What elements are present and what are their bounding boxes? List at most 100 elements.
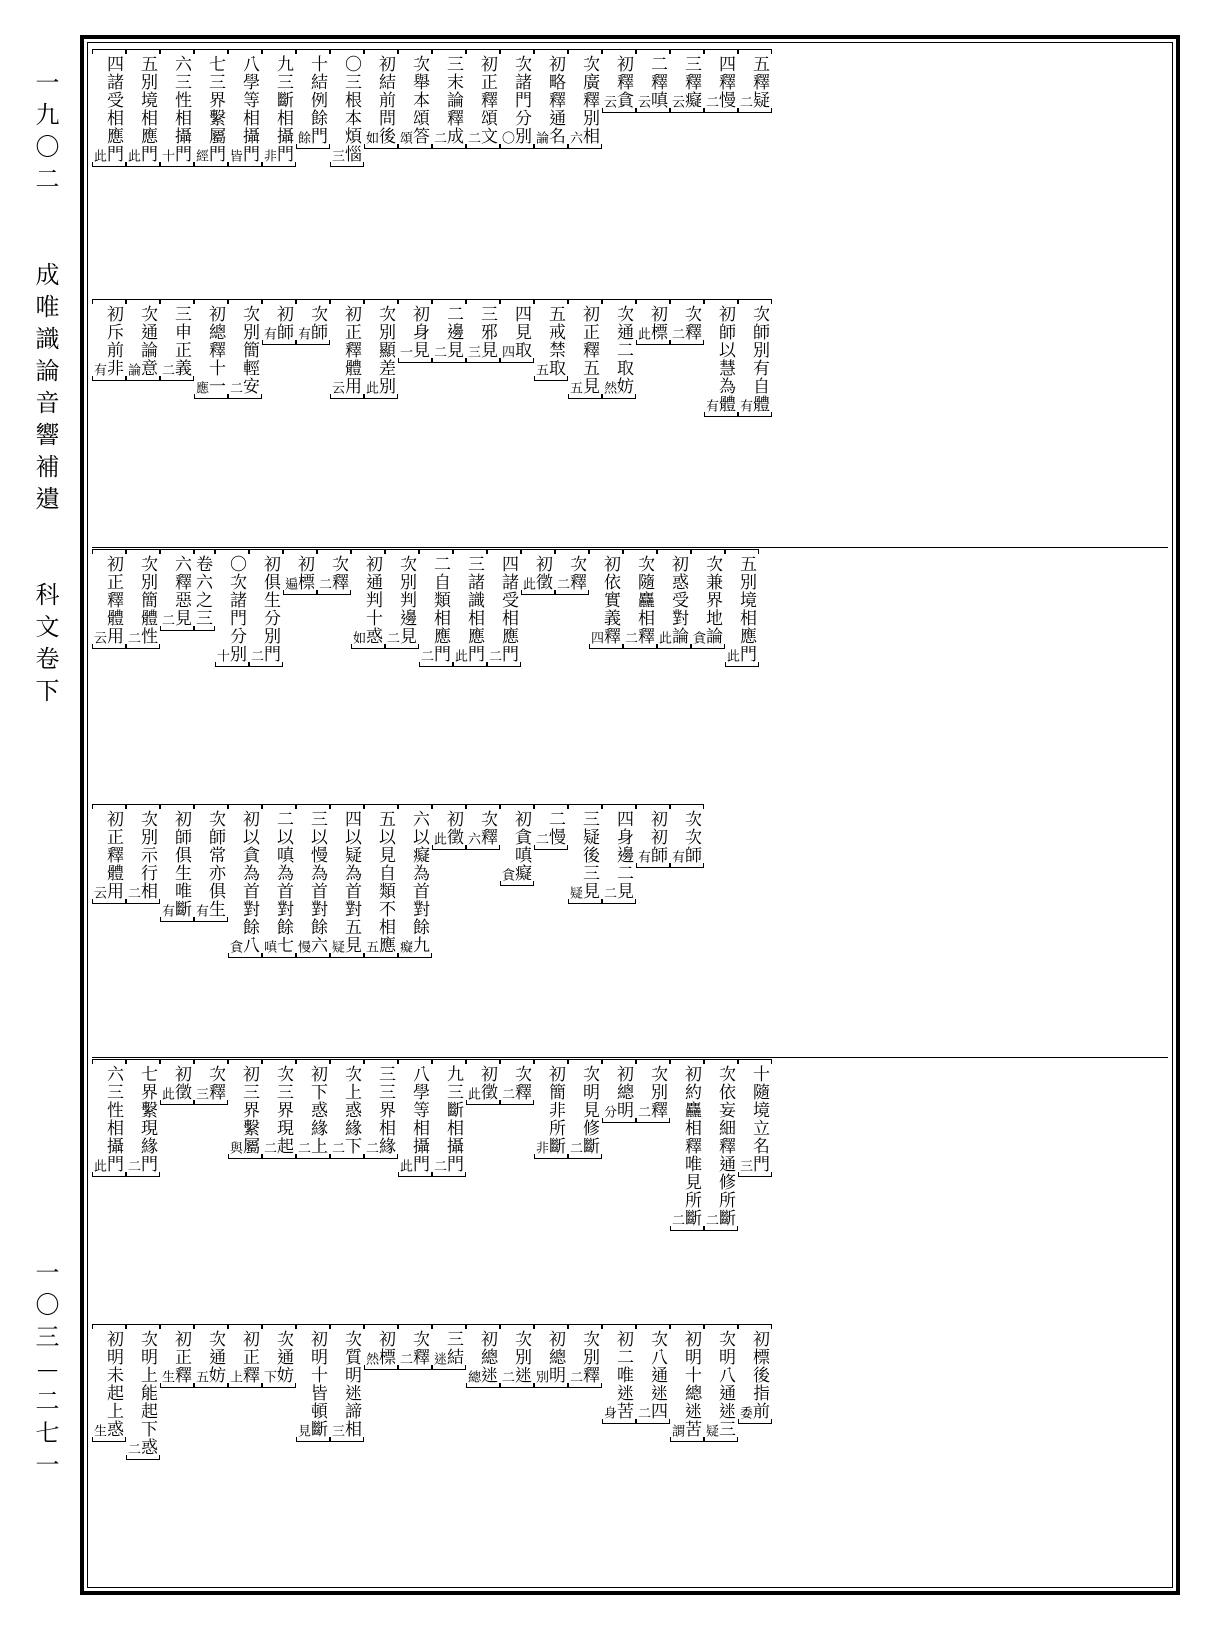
- entry-note: 二: [604, 814, 617, 900]
- entry-note: 二: [366, 1069, 379, 1155]
- main-frame: 四諸受相應門此五別境相應門此六三性相攝門十七三界繫屬門經八學等相攝門皆九三斷相攝…: [80, 35, 1180, 1595]
- entry-note: 二: [502, 1334, 515, 1384]
- tree-entry: 初標此: [636, 297, 670, 345]
- entry-note: 慢: [298, 814, 311, 954]
- tree-entry: 次明八通迷三疑: [704, 1322, 738, 1442]
- tree-entry: 初總釋十一應: [194, 297, 228, 399]
- entry-note: 皆: [230, 59, 243, 163]
- entry-note: 有: [196, 814, 209, 918]
- tree-entry: 初初師有: [636, 802, 670, 868]
- entry-note: 五: [366, 814, 379, 954]
- entry-note: 云: [604, 59, 617, 109]
- entry-note: 二: [128, 1334, 141, 1456]
- tree-entry: 次別迷二: [500, 1322, 534, 1388]
- entry-note: 五: [570, 309, 583, 395]
- tree-entry: 初約麤相釋唯見所斷二: [670, 1057, 704, 1231]
- entry-note: 嗔: [264, 814, 277, 954]
- entry-note: 二: [264, 1069, 277, 1155]
- entry-note: 生: [162, 1334, 175, 1384]
- tree-entry: 次釋二: [670, 297, 704, 345]
- entry-note: 五: [536, 309, 549, 377]
- entry-note: 分: [604, 1069, 617, 1119]
- tree-entry: 次別釋二: [636, 1057, 670, 1123]
- entry-note: 上: [230, 1334, 243, 1384]
- tree-entry: 次次師有: [670, 802, 704, 868]
- tree-entry: 次釋六: [466, 802, 500, 850]
- entry-note: 六: [570, 59, 583, 145]
- tree-entry: 二釋嗔云: [636, 47, 670, 113]
- tree-entry: 次八通迷四二: [636, 1322, 670, 1424]
- entry-note: 有: [672, 814, 685, 864]
- entry-note: 〇: [502, 59, 515, 145]
- entry-note: 疑: [332, 814, 345, 954]
- entry-note: 非: [536, 1069, 549, 1155]
- panel1-top-row: 四諸受相應門此五別境相應門此六三性相攝門十七三界繫屬門經八學等相攝門皆九三斷相攝…: [92, 47, 1168, 297]
- tree-entry: 次通論意論: [126, 297, 160, 381]
- tree-entry: 次質明迷諦相三: [330, 1322, 364, 1442]
- tree-entry: 初通判十惑如: [351, 547, 385, 649]
- tree-entry: 初總明別: [534, 1322, 568, 1388]
- tree-entry: 九三斷相攝門二: [432, 1057, 466, 1177]
- entry-note: 二: [625, 559, 638, 645]
- entry-note: 如: [366, 59, 379, 145]
- tree-entry: 次兼界地論貪: [691, 547, 725, 649]
- tree-entry: 八學等相攝門此: [398, 1057, 432, 1177]
- tree-entry: 二以嗔為首對餘七嗔: [262, 802, 296, 958]
- entry-note: 云: [638, 59, 651, 109]
- tree-entry: 三疑後三見疑: [568, 802, 602, 904]
- entry-note: 有: [706, 309, 719, 413]
- entry-note: 謂: [672, 1334, 685, 1438]
- tree-entry: 十結例餘門餘: [296, 47, 330, 149]
- entry-note: 云: [94, 559, 107, 645]
- tree-entry: 次隨麤相釋二: [623, 547, 657, 649]
- entry-note: 二: [400, 1334, 413, 1366]
- entry-note: 頌: [400, 59, 413, 145]
- entry-note: 有: [740, 309, 753, 413]
- tree-entry: 初略釋通名論: [534, 47, 568, 149]
- tree-entry: 次通妨五: [194, 1322, 228, 1388]
- tree-entry: 十隨境立名門三: [738, 1057, 772, 1177]
- panel-2: 初正釋體用云次別簡體性二六釋惡見二卷六之三〇次諸門分別十初俱生分別門二初標遍次釋…: [92, 547, 1168, 1058]
- tree-entry: 初正釋頌文二: [466, 47, 500, 149]
- entry-note: 二: [162, 309, 175, 377]
- entry-note: 此: [455, 559, 468, 663]
- tree-entry: 三諸識相應門此: [453, 547, 487, 667]
- entry-note: 二: [706, 1069, 719, 1227]
- entry-note: 三: [740, 1069, 753, 1173]
- tree-entry: 五別境相應門此: [725, 547, 759, 667]
- entry-note: 二: [489, 559, 502, 663]
- entry-note: 見: [298, 1334, 311, 1438]
- entry-note: 有: [94, 309, 107, 377]
- tree-entry: 次別示行相二: [126, 802, 160, 904]
- tree-entry: 次釋二: [398, 1322, 432, 1370]
- entry-note: 三: [196, 1069, 209, 1101]
- tree-entry: 初師俱生唯斷有: [160, 802, 194, 922]
- tree-entry: 次別釋二: [568, 1322, 602, 1388]
- entry-note: 貪: [502, 814, 515, 882]
- tree-entry: 六三性相攝門十: [160, 47, 194, 167]
- tree-entry: 初正釋體用云: [330, 297, 364, 399]
- tree-entry: 初以貪為首對餘八貪: [228, 802, 262, 958]
- tree-entry: 四釋慢二: [704, 47, 738, 113]
- tree-entry: 三末論釋成二: [432, 47, 466, 149]
- entry-note: 癡: [400, 814, 413, 954]
- tree-entry: 次諸門分別〇: [500, 47, 534, 149]
- tree-entry: 初明十總迷苦謂: [670, 1322, 704, 1442]
- tree-entry: 次通妨下: [262, 1322, 296, 1388]
- entry-note: 二: [434, 309, 447, 359]
- entry-note: 總: [468, 1334, 481, 1384]
- tree-entry: 六釋惡見二: [160, 547, 194, 631]
- entry-note: 經: [196, 59, 209, 163]
- tree-entry: 初身見一: [398, 297, 432, 363]
- tree-entry: 次上惑緣下二: [330, 1057, 364, 1159]
- tree-entry: 〇次諸門分別十: [215, 547, 249, 667]
- entry-note: 此: [638, 309, 651, 341]
- tree-entry: 初正釋生: [160, 1322, 194, 1388]
- tree-entry: 初依實義釋四: [589, 547, 623, 649]
- tree-entry: 九三斷相攝門非: [262, 47, 296, 167]
- tree-entry: 初徵此: [521, 547, 555, 595]
- tree-entry: 八學等相攝門皆: [228, 47, 262, 167]
- entry-note: 論: [536, 59, 549, 145]
- tree-entry: 次師常亦俱生有: [194, 802, 228, 922]
- entry-note: 三: [332, 1334, 345, 1438]
